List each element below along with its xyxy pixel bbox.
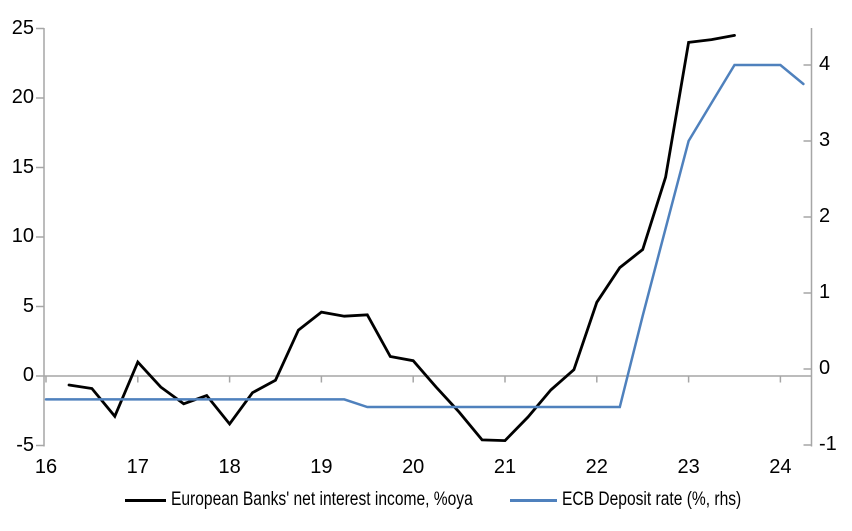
nii-line-swatch [125, 499, 166, 502]
ecb-line [44, 63, 805, 409]
ecb-line-swatch [510, 499, 557, 502]
ecb-legend-label: ECB Deposit rate (%, rhs) [562, 489, 742, 510]
y-right-tick-label: -1 [819, 433, 837, 455]
x-tick-label: 19 [310, 456, 333, 478]
x-tick-label: 17 [126, 456, 149, 478]
y-right-tick-label: 2 [819, 205, 831, 227]
x-tick-label: 18 [218, 456, 241, 478]
y-left-tick-label: 25 [11, 16, 34, 39]
nii-line [67, 34, 736, 443]
y-right-tick-label: 0 [819, 357, 831, 379]
nii-legend-label: European Banks' net interest income, %oy… [171, 489, 473, 510]
y-right-tick-label: 1 [819, 281, 831, 303]
x-tick-label: 22 [585, 456, 608, 478]
x-tick-label: 23 [677, 456, 700, 478]
y-left-tick-label: 0 [22, 364, 34, 386]
x-tick-label: 24 [769, 456, 792, 478]
x-tick-label: 21 [493, 456, 517, 478]
y-left-tick-label: 20 [11, 86, 34, 108]
x-tick-label: 20 [402, 456, 425, 478]
y-right-tick-label: 3 [819, 129, 831, 151]
y-left-tick-label: 10 [11, 225, 34, 247]
y-left-tick-label: -5 [16, 433, 34, 456]
y-left-tick-label: 5 [22, 294, 34, 317]
y-right-tick-label: 4 [819, 53, 831, 75]
x-tick-label: 16 [34, 456, 58, 478]
y-left-tick-label: 15 [11, 155, 34, 178]
